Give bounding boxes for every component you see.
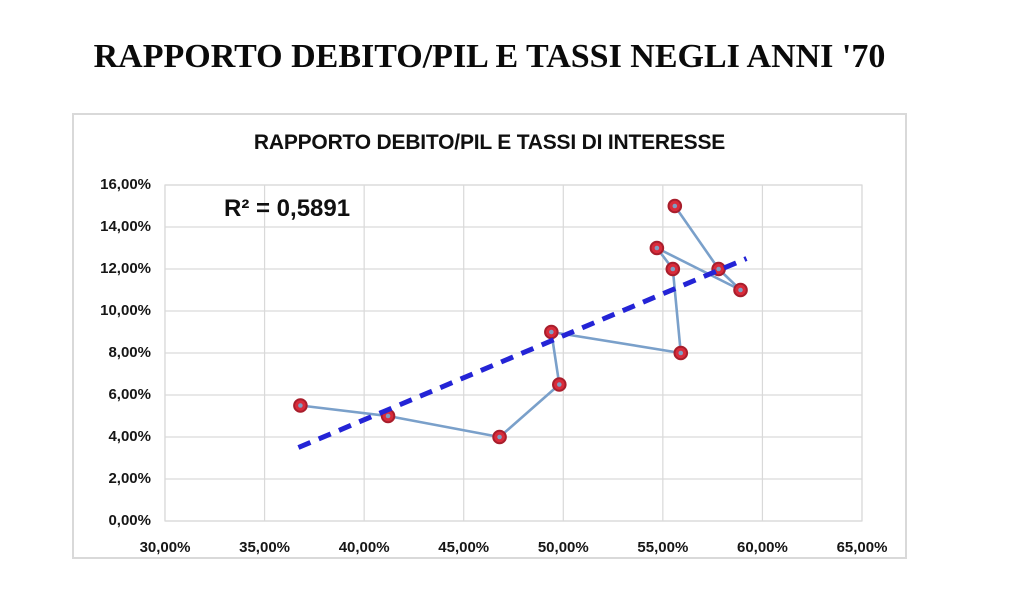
x-tick-label: 65,00% [836, 539, 888, 556]
y-tick-label: 6,00% [108, 386, 151, 403]
marker-center-dot [497, 434, 502, 440]
data-point-marker [552, 377, 567, 392]
x-tick-label: 60,00% [736, 539, 788, 556]
data-point-marker [667, 198, 683, 214]
x-tick-label: 40,00% [338, 539, 390, 556]
series-line [299, 204, 742, 439]
data-point-marker [544, 324, 559, 340]
data-point-marker [492, 429, 507, 445]
x-tick-label: 55,00% [637, 539, 689, 556]
x-tick-label: 30,00% [139, 539, 191, 556]
plot-area [164, 184, 863, 522]
trendline [297, 256, 748, 450]
gridlines [164, 184, 863, 522]
marker-center-dot [716, 266, 721, 272]
chart-panel: RAPPORTO DEBITO/PIL E TASSI DI INTERESSE… [72, 113, 907, 559]
data-point-marker [665, 261, 681, 277]
y-tick-label: 4,00% [108, 428, 151, 445]
y-tick-label: 10,00% [100, 302, 151, 319]
marker-center-dot [672, 203, 678, 209]
marker-center-dot [670, 266, 676, 272]
y-tick-label: 16,00% [100, 176, 151, 193]
y-tick-label: 8,00% [108, 344, 151, 361]
plot-border [164, 184, 863, 522]
marker-center-dot [549, 329, 554, 335]
r2-annotation: R² = 0,5891 [224, 195, 351, 222]
data-point-marker [293, 398, 308, 413]
y-tick-label: 12,00% [100, 260, 151, 277]
marker-center-dot [385, 413, 391, 419]
x-tick-label: 35,00% [239, 539, 290, 556]
data-point-marker [733, 282, 748, 298]
marker-center-dot [557, 382, 562, 387]
page-title: RAPPORTO DEBITO/PIL E TASSI NEGLI ANNI '… [93, 38, 886, 75]
x-tick-label: 45,00% [438, 539, 490, 556]
y-tick-label: 0,00% [108, 512, 151, 529]
y-tick-label: 2,00% [108, 470, 151, 487]
chart-title: RAPPORTO DEBITO/PIL E TASSI DI INTERESSE [253, 131, 726, 154]
marker-center-dot [654, 245, 660, 251]
y-tick-label: 14,00% [100, 218, 151, 235]
data-point-marker [649, 240, 665, 256]
data-point-marker [673, 345, 689, 361]
marker-center-dot [738, 287, 743, 293]
marker-center-dot [298, 403, 303, 408]
marker-center-dot [678, 350, 684, 356]
x-tick-label: 50,00% [537, 539, 589, 556]
